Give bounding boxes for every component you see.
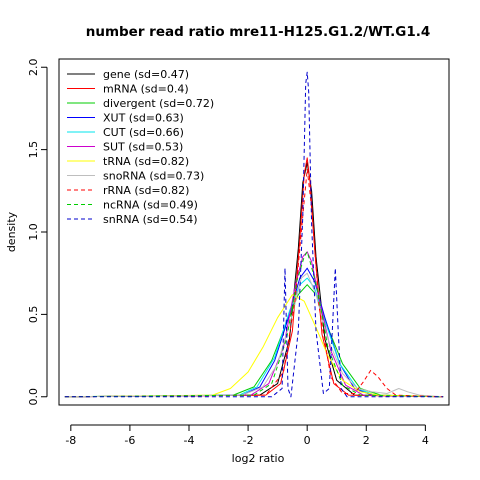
series-line-3 <box>64 267 444 398</box>
x-tick-label: -4 <box>184 434 195 447</box>
legend-label: mRNA (sd=0.4) <box>103 83 189 96</box>
y-axis-label: density <box>5 211 18 252</box>
y-tick-label: 2.0 <box>27 58 40 76</box>
legend-label: tRNA (sd=0.82) <box>103 155 189 168</box>
x-tick-label: 4 <box>422 434 429 447</box>
legend-label: gene (sd=0.47) <box>103 68 189 81</box>
plot-frame <box>58 58 450 406</box>
legend-label: divergent (sd=0.72) <box>103 97 214 110</box>
x-tick-label: 0 <box>304 434 311 447</box>
series-line-5 <box>64 251 444 398</box>
axes: -8 -6 -4 -2 0 2 4 0.0 0.5 1.0 1.5 2.0 <box>27 58 429 447</box>
legend-label: SUT (sd=0.53) <box>103 141 183 154</box>
legend-label: snoRNA (sd=0.73) <box>103 170 204 183</box>
series-layer <box>64 71 444 398</box>
legend-label: CUT (sd=0.66) <box>103 126 184 139</box>
legend-label: snRNA (sd=0.54) <box>103 213 198 226</box>
legend-label: XUT (sd=0.63) <box>103 112 184 125</box>
series-line-2 <box>64 284 444 398</box>
legend-label: ncRNA (sd=0.49) <box>103 199 198 212</box>
chart-title: number read ratio mre11-H125.G1.2/WT.G1.… <box>86 24 431 40</box>
x-tick-label: 2 <box>363 434 370 447</box>
legend-label: rRNA (sd=0.82) <box>103 184 189 197</box>
y-tick-label: 1.5 <box>27 141 40 159</box>
x-tick-label: -2 <box>243 434 254 447</box>
legend: gene (sd=0.47) mRNA (sd=0.4)divergent (sd… <box>67 68 214 226</box>
x-axis-label: log2 ratio <box>232 452 285 465</box>
series-line-9 <box>64 251 444 398</box>
x-tick-label: -6 <box>124 434 135 447</box>
x-tick-label: -8 <box>65 434 76 447</box>
series-line-1 <box>64 157 444 398</box>
y-tick-label: 0.5 <box>27 306 40 324</box>
series-line-4 <box>64 277 444 398</box>
series-line-10 <box>64 71 444 398</box>
y-tick-label: 0.0 <box>27 388 40 406</box>
series-line-7 <box>64 272 444 398</box>
series-line-0 <box>64 162 444 398</box>
series-line-6 <box>64 294 444 398</box>
series-line-8 <box>64 168 444 398</box>
y-tick-label: 1.0 <box>27 223 40 241</box>
